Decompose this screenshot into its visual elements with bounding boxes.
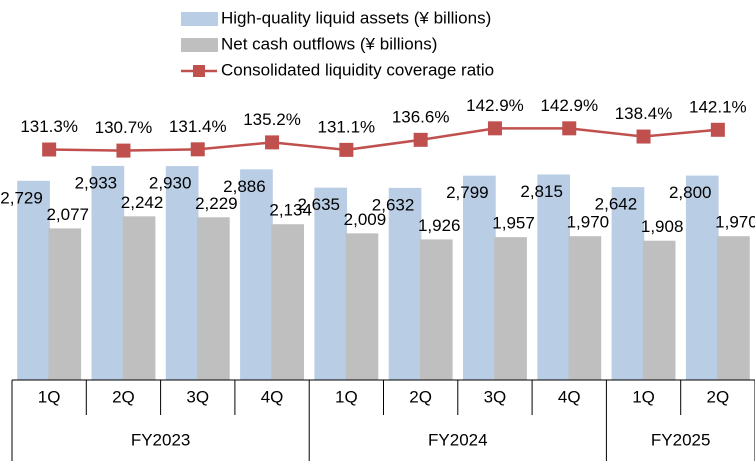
bar — [271, 224, 304, 380]
line-marker — [265, 135, 280, 150]
value-label: 1,926 — [418, 216, 461, 235]
legend-label: High-quality liquid assets (¥ billions) — [221, 8, 491, 27]
x-tick-label: 1Q — [38, 387, 61, 406]
line-marker — [116, 143, 131, 158]
value-label: 131.1% — [318, 117, 376, 136]
bar — [165, 166, 199, 380]
group-label: FY2025 — [651, 430, 711, 449]
bar — [463, 175, 496, 380]
bar — [717, 236, 750, 380]
x-tick-label: 2Q — [409, 387, 432, 406]
bar — [642, 240, 676, 380]
bar — [314, 187, 348, 380]
x-tick-label: 1Q — [335, 387, 358, 406]
value-label: 2,632 — [372, 195, 415, 214]
x-tick-label: 4Q — [261, 387, 284, 406]
value-label: 2,635 — [297, 195, 340, 214]
value-label: 2,077 — [46, 205, 89, 224]
value-label: 2,933 — [75, 173, 118, 192]
value-label: 2,729 — [0, 188, 43, 207]
bar — [494, 237, 527, 380]
bar — [240, 169, 273, 380]
value-label: 2,229 — [195, 194, 238, 213]
bar — [48, 228, 82, 380]
legend-label: Consolidated liquidity coverage ratio — [221, 60, 494, 79]
value-label: 142.1% — [689, 97, 747, 116]
value-label: 138.4% — [615, 104, 673, 123]
x-tick-label: 3Q — [484, 387, 507, 406]
value-label: 2,799 — [446, 183, 489, 202]
line-marker — [710, 122, 725, 137]
value-label: 2,815 — [520, 182, 563, 201]
line-marker — [562, 121, 577, 136]
value-label: 142.9% — [540, 96, 598, 115]
bar — [611, 187, 645, 380]
value-label: 2,242 — [121, 193, 164, 212]
bar — [685, 175, 719, 380]
value-label: 2,800 — [669, 183, 712, 202]
line-marker — [42, 142, 57, 157]
line-marker — [487, 121, 502, 136]
bar — [388, 187, 422, 380]
value-label: 1,970 — [715, 213, 755, 232]
line-marker — [413, 132, 428, 147]
x-tick-label: 4Q — [558, 387, 581, 406]
value-label: 131.3% — [20, 117, 78, 136]
legend-swatch — [181, 38, 218, 52]
value-label: 2,886 — [223, 177, 266, 196]
value-label: 1,970 — [567, 213, 610, 232]
value-label: 1,957 — [492, 214, 535, 233]
bar — [537, 174, 570, 380]
value-label: 2,134 — [269, 201, 312, 220]
line-marker — [339, 142, 354, 157]
group-label: FY2023 — [131, 430, 191, 449]
value-label: 142.9% — [466, 96, 524, 115]
value-label: 2,642 — [595, 195, 638, 214]
group-label: FY2024 — [428, 430, 488, 449]
legend-marker — [193, 65, 205, 77]
bar — [17, 180, 50, 380]
line-marker — [190, 142, 205, 157]
x-tick-label: 1Q — [632, 387, 655, 406]
legend-label: Net cash outflows (¥ billions) — [221, 34, 437, 53]
line — [49, 127, 718, 152]
legend-swatch — [181, 12, 218, 26]
line-marker — [636, 129, 651, 144]
value-label: 130.7% — [95, 118, 153, 137]
bar — [122, 216, 156, 380]
value-label: 1,908 — [641, 217, 684, 236]
x-tick-label: 2Q — [112, 387, 135, 406]
bar — [197, 217, 230, 380]
value-label: 136.6% — [392, 107, 450, 126]
value-label: 135.2% — [243, 110, 301, 129]
value-label: 131.4% — [169, 117, 227, 136]
value-label: 2,930 — [149, 174, 192, 193]
bar — [568, 236, 602, 380]
x-tick-label: 2Q — [707, 387, 730, 406]
bar — [91, 165, 125, 380]
value-label: 2,009 — [344, 210, 387, 229]
bar — [419, 239, 453, 380]
bar — [345, 233, 379, 380]
x-tick-label: 3Q — [186, 387, 209, 406]
